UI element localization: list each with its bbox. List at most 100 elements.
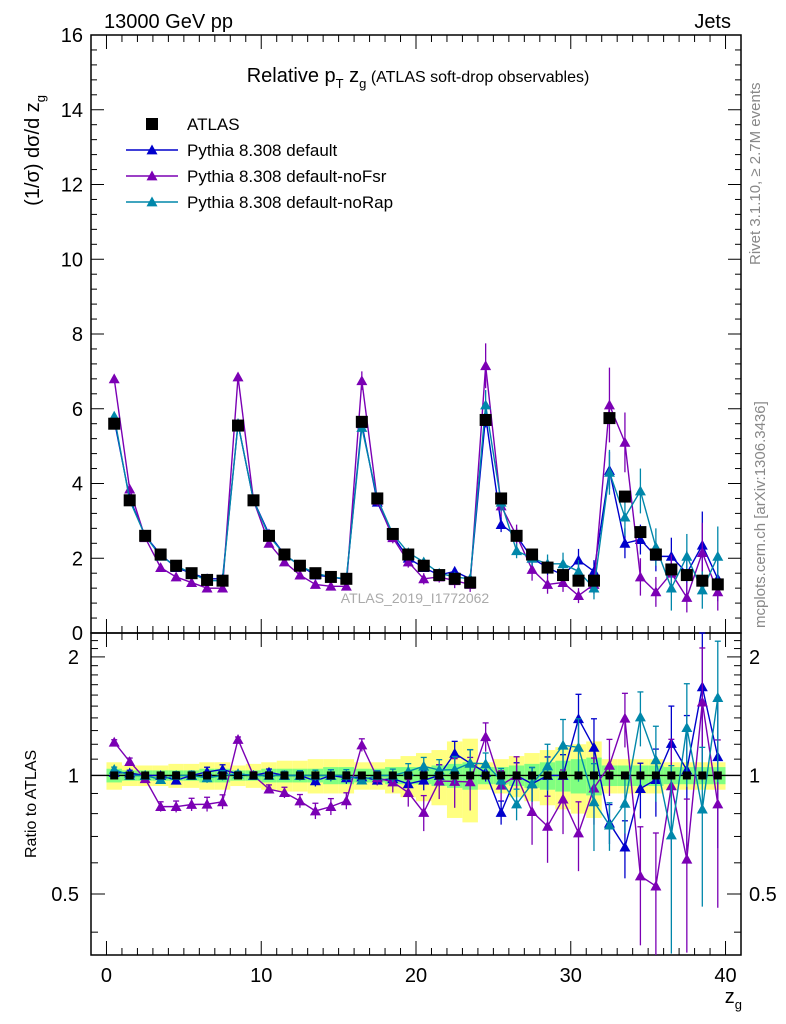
series-line <box>113 404 719 592</box>
y-tick-label: 16 <box>61 25 83 47</box>
x-tick-label: 30 <box>560 965 582 987</box>
x-tick-label: 10 <box>250 965 272 987</box>
ratio-data-point <box>495 806 507 817</box>
chart-title: Relative pT zg (ATLAS soft-drop observab… <box>247 65 590 91</box>
data-point <box>108 373 120 384</box>
data-point <box>603 399 615 410</box>
data-point <box>340 580 352 591</box>
ratio-reference-point <box>636 771 645 780</box>
ratio-data-point <box>588 741 600 752</box>
data-point <box>170 571 182 582</box>
ratio-data-point <box>603 759 615 770</box>
ratio-data-point <box>170 801 182 812</box>
ratio-uncertainty-bands <box>106 738 726 823</box>
data-point <box>526 548 539 561</box>
data-point <box>309 578 321 589</box>
data-point <box>355 415 368 428</box>
data-point <box>170 559 183 572</box>
ratio-data-point <box>573 741 584 752</box>
data-point <box>603 466 615 477</box>
data-point <box>619 511 631 522</box>
data-point <box>634 485 646 496</box>
data-point <box>417 559 430 572</box>
data-point <box>278 556 290 567</box>
legend-label: Pythia 8.308 default-noRap <box>187 193 393 212</box>
ratio-data-point <box>634 870 646 881</box>
data-point <box>696 584 708 595</box>
ratio-reference-point <box>450 771 459 780</box>
ratio-reference-point <box>110 771 119 780</box>
y-axis-label: (1/σ) dσ/d zg <box>22 95 48 206</box>
ratio-series-line <box>114 686 719 849</box>
data-point <box>696 574 709 587</box>
data-point <box>232 419 245 432</box>
title-tail: (ATLAS soft-drop observables) <box>366 69 589 86</box>
ratio-reference-point <box>203 771 212 780</box>
ratio-reference-point <box>435 771 444 780</box>
data-point <box>711 578 724 591</box>
data-point <box>649 548 662 561</box>
data-point <box>572 574 585 587</box>
ratio-data-point <box>108 736 120 747</box>
data-point <box>386 527 399 540</box>
data-point <box>495 492 508 505</box>
mcplots-label: mcplots.cern.ch [arXiv:1306.3436] <box>752 401 769 628</box>
ratio-reference-point <box>574 771 583 780</box>
data-point <box>216 574 229 587</box>
data-point <box>294 569 306 580</box>
ratio-reference-point <box>481 771 490 780</box>
y-tick-label: 6 <box>72 399 83 421</box>
data-point <box>634 526 647 539</box>
legend-item: Pythia 8.308 default <box>126 141 338 160</box>
ratio-data-point <box>356 774 368 785</box>
x-axis-label: zg <box>725 986 742 1012</box>
data-point <box>573 554 584 565</box>
ratio-data-point <box>619 797 631 808</box>
ratio-data-point <box>217 763 229 774</box>
data-point <box>712 550 724 561</box>
ratio-reference-point <box>187 771 196 780</box>
title-sub-t: T <box>336 76 344 91</box>
ratio-data-point <box>696 696 708 707</box>
data-point <box>201 582 213 593</box>
data-point <box>324 570 337 583</box>
data-point <box>587 574 600 587</box>
data-point <box>588 582 600 593</box>
ratio-reference-point <box>373 771 382 780</box>
data-point <box>480 360 492 371</box>
ratio-reference-point <box>249 771 258 780</box>
data-point <box>309 567 322 580</box>
ratio-data-point <box>449 747 461 758</box>
rivet-label: Rivet 3.1.10, ≥ 2.7M events <box>747 83 764 266</box>
ratio-data-point <box>263 783 275 794</box>
ratio-reference-point <box>141 771 150 780</box>
ratio-data-point <box>681 722 693 733</box>
ratio-data-point <box>557 739 569 750</box>
ratio-data-point <box>650 880 662 891</box>
title-sub-g: g <box>359 76 366 91</box>
legend-item: ATLAS <box>146 115 240 134</box>
ratio-reference-point <box>280 771 289 780</box>
ratio-reference-point <box>264 771 273 780</box>
data-point <box>619 436 631 447</box>
legend-item: Pythia 8.308 default-noFsr <box>126 167 387 186</box>
data-point <box>557 569 570 582</box>
data-point <box>480 399 492 410</box>
ratio-data-point <box>340 795 352 806</box>
legend-item: Pythia 8.308 default-noRap <box>126 193 393 212</box>
data-point <box>495 519 507 530</box>
ratio-reference-point <box>620 771 629 780</box>
series-line <box>113 365 719 600</box>
ratio-series-line <box>113 701 719 888</box>
ratio-data-point <box>108 763 120 774</box>
ratio-data-point <box>712 692 724 702</box>
ratio-reference-point <box>156 771 165 780</box>
ratio-data-point <box>464 776 476 787</box>
series-layer <box>108 343 724 955</box>
ratio-data-point <box>542 820 554 831</box>
y-axis-label-sub: g <box>33 95 48 102</box>
ratio-data-point <box>665 829 677 840</box>
ratio-data-point <box>186 799 198 809</box>
data-point <box>557 577 569 587</box>
